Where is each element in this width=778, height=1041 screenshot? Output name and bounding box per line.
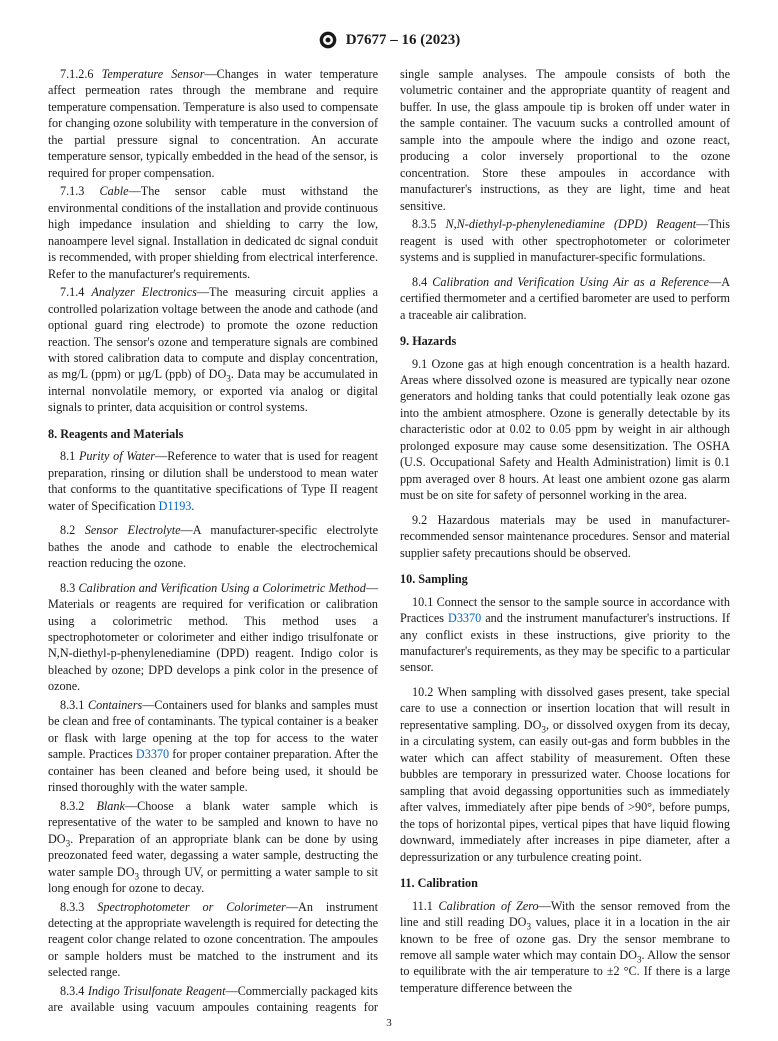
para-7126: 7.1.2.6 Temperature Sensor—Changes in wa… [48,66,378,181]
body-columns: 7.1.2.6 Temperature Sensor—Changes in wa… [48,66,730,1016]
para-102: 10.2 When sampling with dissolved gases … [400,684,730,865]
heading-9: 9. Hazards [400,333,730,349]
para-831: 8.3.1 Containers—Containers used for bla… [48,697,378,796]
document-page: D7677 – 16 (2023) 7.1.2.6 Temperature Se… [0,0,778,1041]
para-83: 8.3 Calibration and Verification Using a… [48,580,378,695]
link-d1193[interactable]: D1193 [159,499,192,513]
heading-10: 10. Sampling [400,571,730,587]
para-111: 11.1 Calibration of Zero—With the sensor… [400,898,730,997]
para-714: 7.1.4 Analyzer Electronics—The measuring… [48,284,378,416]
link-d3370-b[interactable]: D3370 [448,611,481,625]
para-101: 10.1 Connect the sensor to the sample so… [400,594,730,676]
para-81: 8.1 Purity of Water—Reference to water t… [48,448,378,514]
para-91: 9.1 Ozone gas at high enough concentrati… [400,356,730,504]
para-84: 8.4 Calibration and Verification Using A… [400,274,730,323]
link-d3370-a[interactable]: D3370 [136,747,169,761]
heading-11: 11. Calibration [400,875,730,891]
designation-text: D7677 – 16 (2023) [346,32,461,49]
para-832: 8.3.2 Blank—Choose a blank water sample … [48,798,378,897]
para-92: 9.2 Hazardous materials may be used in m… [400,512,730,561]
astm-logo [318,30,338,50]
para-835: 8.3.5 N,N-diethyl-p-phenylenediamine (DP… [400,216,730,265]
para-82: 8.2 Sensor Electrolyte—A manufacturer-sp… [48,522,378,571]
page-number: 3 [0,1017,778,1029]
heading-8: 8. Reagents and Materials [48,426,378,442]
para-833: 8.3.3 Spectrophotometer or Colorimeter—A… [48,899,378,981]
page-header: D7677 – 16 (2023) [48,30,730,50]
para-713: 7.1.3 Cable—The sensor cable must withst… [48,183,378,282]
